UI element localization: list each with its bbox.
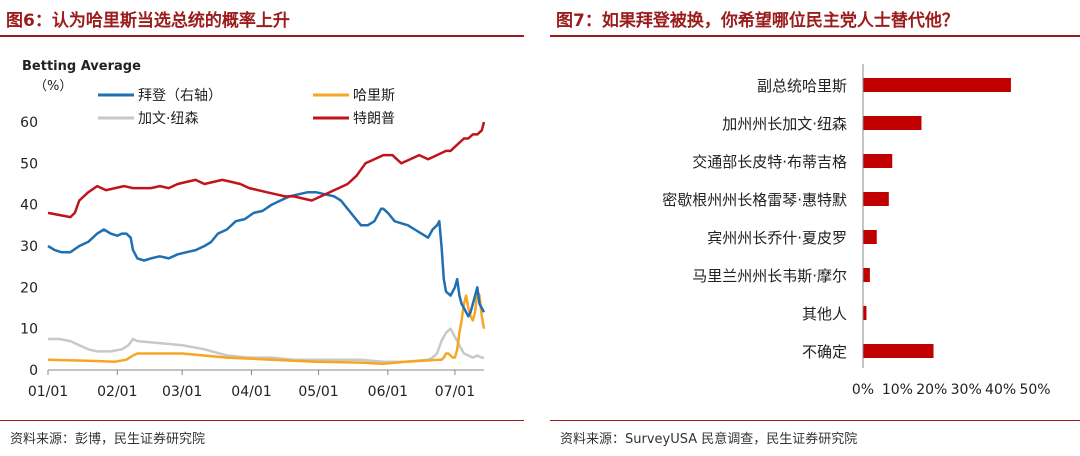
- category-label: 马里兰州州长韦斯·摩尔: [692, 267, 847, 285]
- x-tick-label: 03/01: [162, 384, 202, 400]
- x-axis-ticks: 01/01 02/01 03/01 04/01 05/01 06/01 07/01: [28, 370, 475, 400]
- bar: [863, 306, 867, 320]
- bar: [863, 344, 934, 358]
- category-label: 其他人: [802, 305, 847, 323]
- x-tick-label: 0%: [852, 382, 874, 398]
- figure-6-title: 图6：认为哈里斯当选总统的概率上升: [6, 11, 290, 31]
- category-label: 密歇根州州长格雷琴·惠特默: [662, 191, 847, 209]
- title-rule: [550, 35, 1080, 37]
- category-label: 副总统哈里斯: [757, 77, 847, 95]
- line-biden: [47, 191, 486, 318]
- category-label: 不确定: [802, 343, 847, 361]
- legend-label-biden: 拜登（右轴）: [138, 88, 222, 104]
- figure-6-source: 资料来源：彭博，民生证券研究院: [10, 432, 206, 447]
- source-rule: [550, 420, 1080, 421]
- bar: [863, 78, 1011, 92]
- bar: [863, 268, 870, 282]
- bars: [863, 78, 1011, 358]
- candidate-bar-chart: 副总统哈里斯加州州长加文·纽森交通部长皮特·布蒂吉格密歇根州州长格雷琴·惠特默宾…: [662, 64, 1051, 398]
- y-tick-label: 10: [20, 322, 38, 338]
- category-labels: 副总统哈里斯加州州长加文·纽森交通部长皮特·布蒂吉格密歇根州州长格雷琴·惠特默宾…: [662, 77, 847, 361]
- y-tick-label: 50: [20, 156, 38, 172]
- line-newsom: [48, 327, 484, 363]
- legend-label-newsom: 加文·纽森: [138, 111, 198, 127]
- x-tick-label: 40%: [985, 382, 1016, 398]
- betting-line-chart: Betting Average （%） 拜登（右轴） 哈里斯 加文·纽森 特朗普…: [20, 59, 486, 400]
- bar: [863, 154, 893, 168]
- x-tick-label: 06/01: [368, 384, 408, 400]
- left-chart-panel: 图6：认为哈里斯当选总统的概率上升 Betting Average （%） 拜登…: [0, 0, 524, 456]
- x-tick-label: 20%: [916, 382, 947, 398]
- bar: [863, 192, 889, 206]
- category-label: 加州州长加文·纽森: [722, 115, 847, 133]
- y-tick-label: 0: [29, 363, 38, 379]
- x-tick-label: 10%: [882, 382, 913, 398]
- bar: [863, 116, 922, 130]
- chart-title: Betting Average: [22, 59, 141, 74]
- figure-7-title: 图7：如果拜登被换，你希望哪位民主党人士替代他？: [556, 11, 959, 31]
- source-rule: [0, 420, 524, 421]
- y-tick-label: 60: [20, 115, 38, 131]
- series-lines: [47, 121, 486, 366]
- category-label: 交通部长皮特·布蒂吉格: [692, 153, 847, 171]
- x-tick-label: 07/01: [435, 384, 475, 400]
- x-tick-label: 01/01: [28, 384, 68, 400]
- x-tick-label: 04/01: [231, 384, 271, 400]
- y-axis-unit: （%）: [34, 79, 72, 94]
- y-tick-label: 20: [20, 280, 38, 296]
- x-tick-label: 30%: [951, 382, 982, 398]
- legend-label-trump: 特朗普: [353, 111, 395, 127]
- y-tick-label: 40: [20, 198, 38, 214]
- figure-7-source: 资料来源：SurveyUSA 民意调查，民生证券研究院: [560, 432, 858, 447]
- category-label: 宾州州长乔什·夏皮罗: [707, 229, 847, 247]
- legend-label-harris: 哈里斯: [353, 88, 395, 104]
- x-axis-ticks: 0% 10% 20% 30% 40% 50%: [852, 382, 1051, 398]
- title-rule: [0, 35, 524, 37]
- y-tick-label: 30: [20, 239, 38, 255]
- x-tick-label: 50%: [1019, 382, 1050, 398]
- bar: [863, 230, 877, 244]
- x-tick-label: 02/01: [97, 384, 137, 400]
- line-harris: [47, 290, 486, 366]
- x-tick-label: 05/01: [298, 384, 338, 400]
- right-chart-panel: 图7：如果拜登被换，你希望哪位民主党人士替代他？ 副总统哈里斯加州州长加文·纽森…: [550, 0, 1080, 456]
- line-trump: [47, 121, 486, 219]
- y-axis-ticks: 0 10 20 30 40 50 60: [20, 115, 38, 379]
